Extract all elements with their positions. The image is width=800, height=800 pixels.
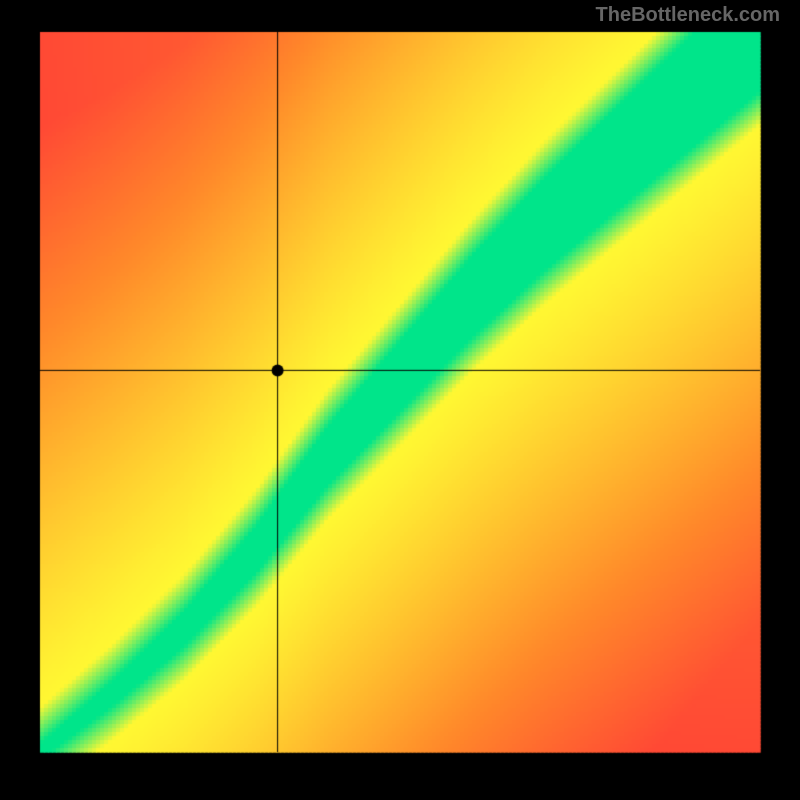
watermark-text: TheBottleneck.com <box>596 4 780 27</box>
chart-container: TheBottleneck.com <box>0 0 800 800</box>
bottleneck-heatmap <box>0 0 800 800</box>
